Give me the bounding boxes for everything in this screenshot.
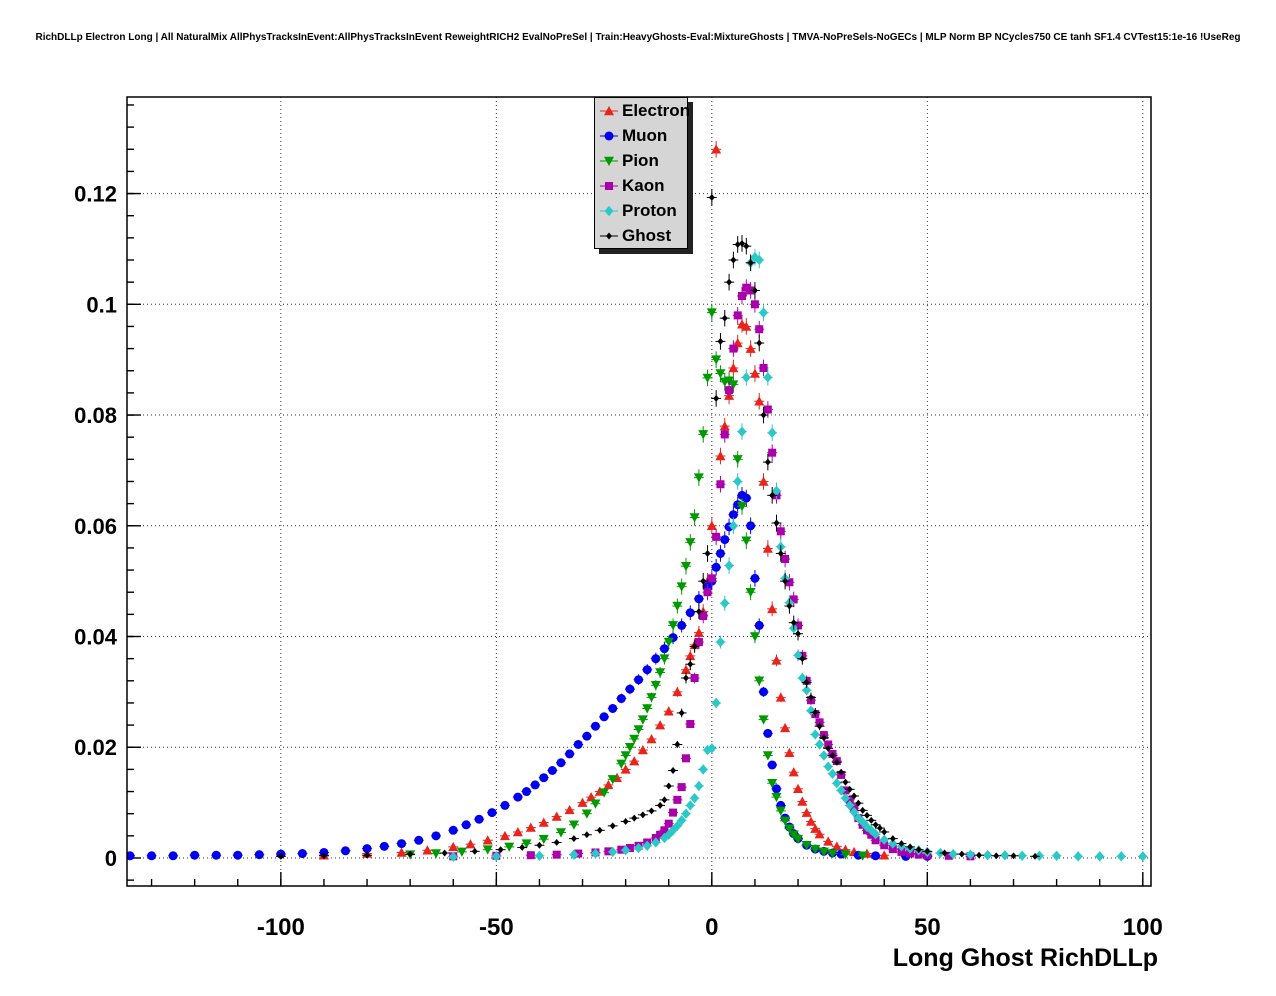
pion-marker-icon <box>600 156 618 166</box>
kaon-marker-icon <box>600 181 618 190</box>
legend-label: Muon <box>622 126 668 145</box>
legend-item-ghost: Ghost <box>595 223 687 248</box>
plot-title: RichDLLp Electron Long | All NaturalMix … <box>35 32 1241 43</box>
x-tick-label: 0 <box>705 914 718 941</box>
legend-label: Kaon <box>622 176 665 195</box>
y-tick-label: 0.02 <box>74 735 117 760</box>
x-tick-label: 50 <box>914 914 941 941</box>
data-points <box>127 140 1148 863</box>
legend-label: Ghost <box>622 226 672 245</box>
legend-item-muon: Muon <box>595 123 687 148</box>
series-muon <box>127 487 933 861</box>
legend-item-electron: Electron <box>595 98 691 123</box>
series-pion <box>405 304 868 861</box>
y-tick-label: 0 <box>105 846 117 871</box>
y-tick-label: 0.1 <box>86 292 117 317</box>
series-ghost <box>275 189 1041 860</box>
electron-marker-icon <box>600 105 618 115</box>
legend-item-proton: Proton <box>595 198 687 223</box>
proton-marker-icon <box>600 205 618 216</box>
x-tick-label: 100 <box>1123 914 1163 941</box>
x-axis-title: Long Ghost RichDLLp <box>892 944 1158 972</box>
y-tick-label: 0.06 <box>74 514 117 539</box>
y-tick-label: 0.08 <box>74 403 117 428</box>
y-tick-label: 0.04 <box>74 625 118 650</box>
legend-item-kaon: Kaon <box>595 173 687 198</box>
x-tick-label: -100 <box>257 914 305 941</box>
y-tick-label: 0.12 <box>74 182 117 207</box>
legend-item-pion: Pion <box>595 148 687 173</box>
legend-label: Pion <box>622 151 659 170</box>
legend-label: Electron <box>622 101 691 120</box>
ghost-marker-icon <box>600 232 618 239</box>
legend-label: Proton <box>622 201 677 220</box>
x-tick-label: -50 <box>479 914 514 941</box>
axis-ticks <box>127 104 1144 886</box>
legend-box: Electron Muon Pion Kaon Proton Ghost <box>594 97 691 249</box>
series-proton <box>448 248 1148 863</box>
muon-marker-icon <box>600 131 618 140</box>
